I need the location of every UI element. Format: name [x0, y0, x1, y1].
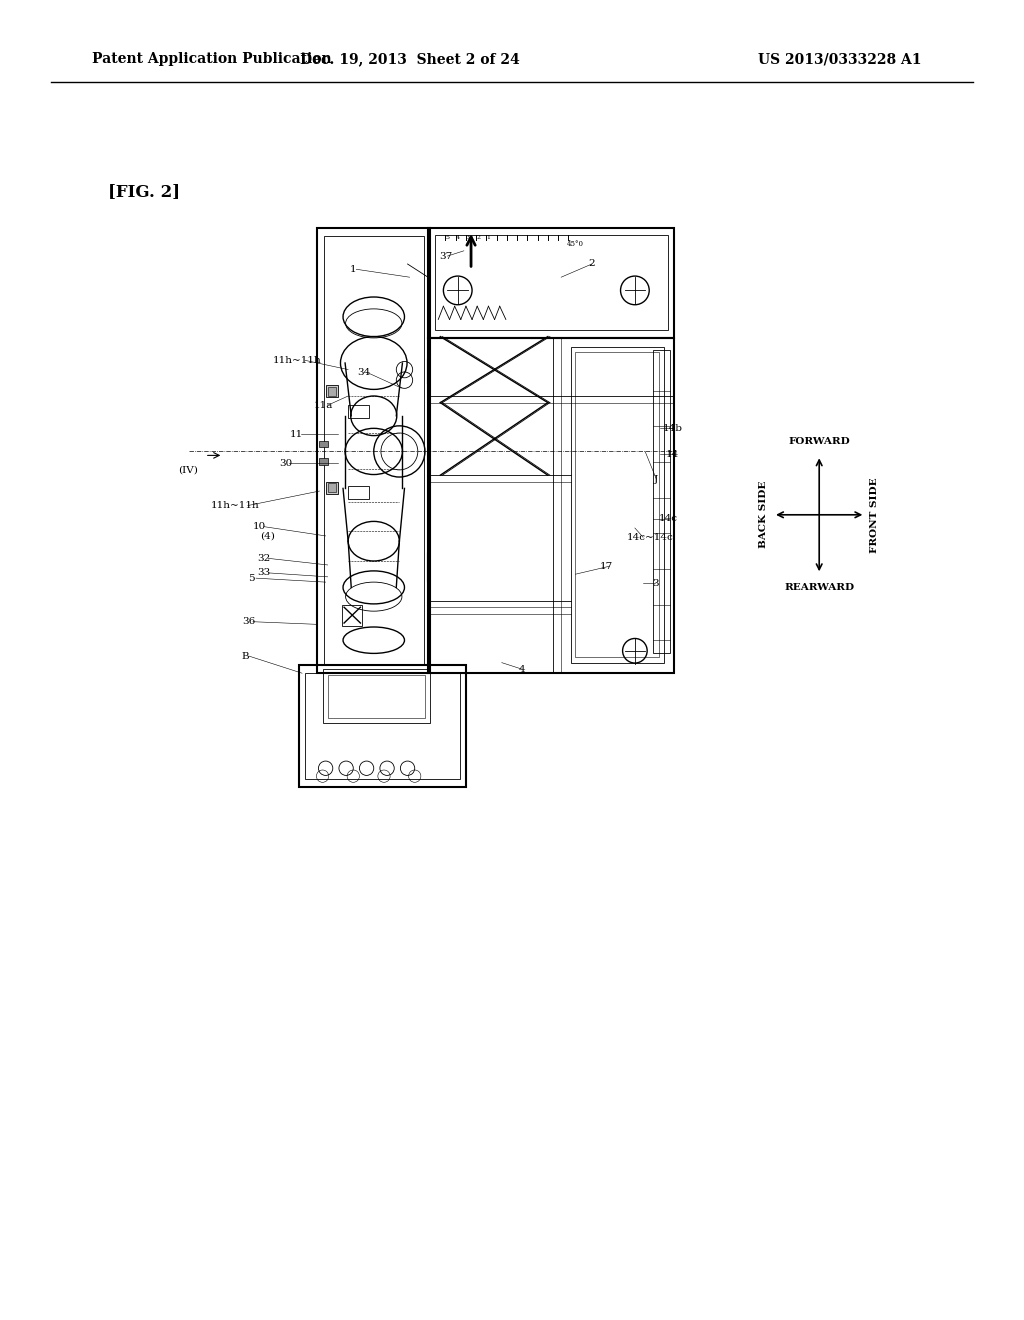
Text: 11h~11h: 11h~11h	[272, 356, 322, 364]
Text: 14: 14	[667, 450, 679, 458]
Text: 11h~11h: 11h~11h	[211, 502, 260, 510]
Bar	[328, 387, 336, 396]
Text: 34: 34	[357, 368, 370, 376]
Text: [FIG. 2]: [FIG. 2]	[108, 183, 179, 199]
Bar	[571, 347, 664, 663]
Text: (IV): (IV)	[178, 466, 199, 474]
Text: Patent Application Publication: Patent Application Publication	[92, 53, 332, 66]
Text: 1: 1	[486, 235, 490, 240]
Bar	[319, 441, 328, 447]
Text: 3: 3	[466, 235, 470, 240]
Bar	[305, 673, 460, 779]
Text: 33: 33	[258, 569, 270, 577]
Text: 45°0: 45°0	[567, 240, 584, 248]
Text: 14c: 14c	[659, 515, 678, 523]
Text: (4): (4)	[260, 532, 274, 540]
Bar	[319, 458, 328, 465]
Text: FRONT SIDE: FRONT SIDE	[870, 477, 880, 553]
Bar	[324, 236, 424, 665]
Text: 4: 4	[456, 235, 460, 240]
Text: 5: 5	[445, 235, 450, 240]
Text: 4: 4	[519, 665, 525, 673]
Text: 5: 5	[248, 574, 254, 582]
Bar	[317, 228, 430, 673]
Text: 3: 3	[652, 579, 658, 587]
Text: BACK SIDE: BACK SIDE	[759, 480, 768, 549]
Text: 30: 30	[280, 459, 292, 467]
Text: 11a: 11a	[314, 401, 333, 409]
Bar	[299, 665, 466, 787]
Bar	[428, 338, 674, 673]
Bar	[326, 385, 338, 397]
Bar	[328, 675, 425, 718]
Text: B: B	[242, 652, 250, 660]
Bar	[435, 235, 668, 330]
Text: 10: 10	[253, 523, 265, 531]
Text: Dec. 19, 2013  Sheet 2 of 24: Dec. 19, 2013 Sheet 2 of 24	[300, 53, 519, 66]
Bar	[326, 482, 338, 494]
Text: 32: 32	[258, 554, 270, 562]
Bar	[342, 605, 362, 626]
Text: 14b: 14b	[663, 425, 683, 433]
Bar	[328, 483, 336, 492]
Bar	[323, 669, 430, 723]
Text: 14c~14c: 14c~14c	[627, 533, 674, 541]
Bar	[348, 405, 369, 418]
Bar	[653, 350, 670, 653]
Text: US 2013/0333228 A1: US 2013/0333228 A1	[758, 53, 922, 66]
Text: 2: 2	[589, 260, 595, 268]
Text: FORWARD: FORWARD	[788, 437, 850, 446]
Text: 17: 17	[600, 562, 612, 570]
Text: REARWARD: REARWARD	[784, 583, 854, 593]
Text: 11: 11	[290, 430, 302, 438]
Text: J: J	[654, 475, 658, 483]
Text: 1: 1	[350, 265, 356, 273]
Text: 36: 36	[243, 618, 255, 626]
Bar	[575, 352, 659, 657]
Bar	[348, 486, 369, 499]
Text: 37: 37	[439, 252, 452, 260]
Text: 2: 2	[476, 235, 480, 240]
Bar	[428, 228, 674, 338]
